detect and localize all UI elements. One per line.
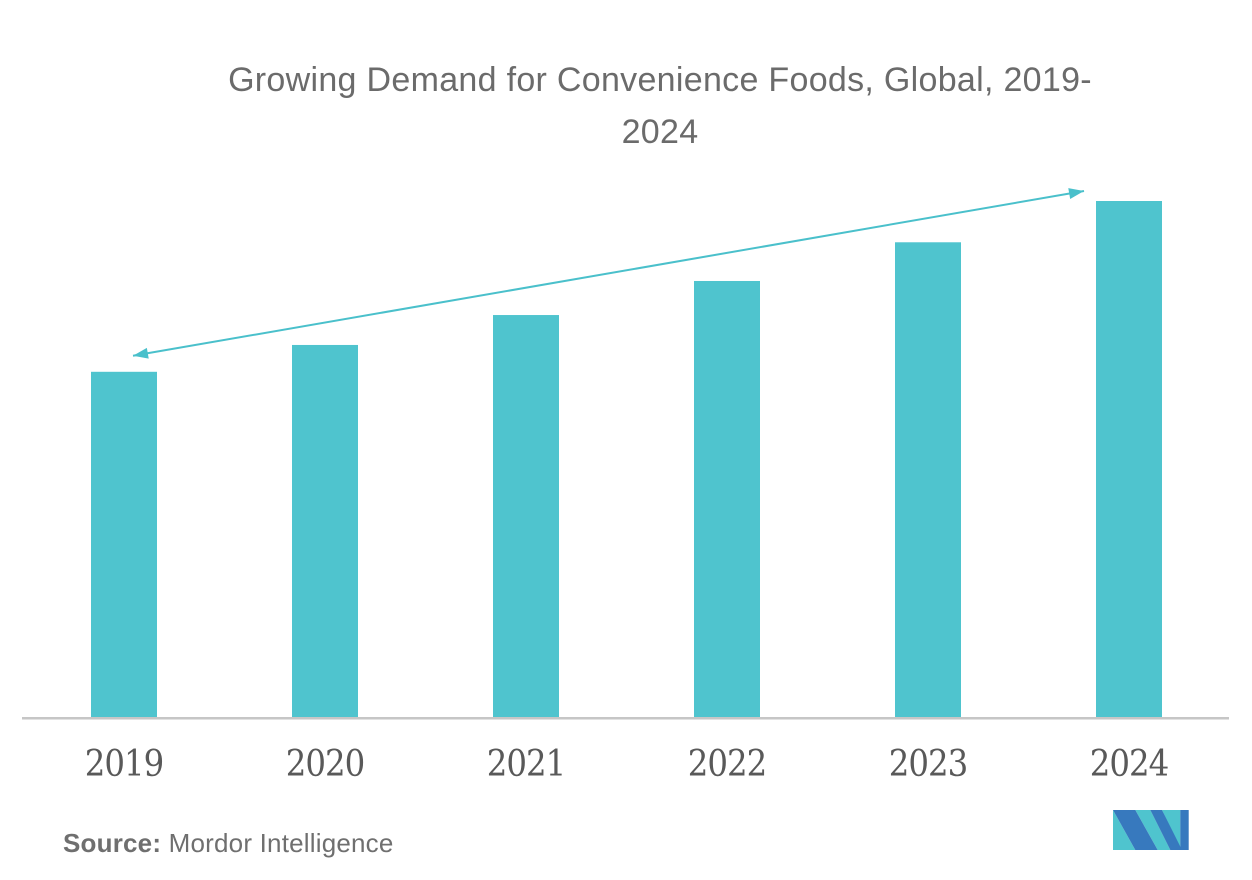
x-axis-label-2021: 2021 [486, 744, 566, 785]
logo-blue-i-bar [1180, 810, 1189, 850]
bar-2020 [292, 344, 358, 717]
x-axis-line [22, 717, 1229, 720]
x-axis-label-2022: 2022 [687, 744, 767, 785]
trend-arrow-line [132, 190, 1085, 357]
bar-2022 [694, 280, 760, 717]
source-line: Source: Mordor Intelligence [63, 828, 394, 859]
trend-arrow-head-right [1068, 188, 1084, 199]
chart-title: Growing Demand for Convenience Foods, Gl… [70, 54, 1250, 158]
source-text: Mordor Intelligence [161, 828, 394, 858]
logo-blue-diagonal-stroke [1150, 810, 1182, 850]
logo-teal-middle [1135, 810, 1171, 850]
x-axis-label-2024: 2024 [1089, 744, 1169, 785]
bar-2021 [493, 315, 559, 717]
chart-title-line-2: 2024 [621, 113, 699, 151]
bar-2019 [91, 371, 157, 717]
chart-title-line-1: Growing Demand for Convenience Foods, Gl… [228, 61, 1092, 99]
logo-blue-left-stroke [1113, 810, 1158, 850]
logo-teal-left-triangle [1113, 810, 1136, 850]
trend-arrow-head-left [133, 347, 149, 359]
source-label: Source: [63, 828, 162, 858]
mordor-intelligence-logo [1113, 810, 1189, 850]
bar-2024 [1096, 201, 1162, 717]
x-axis-label-2019: 2019 [84, 744, 164, 785]
x-axis-label-2020: 2020 [285, 744, 365, 785]
x-axis-label-2023: 2023 [888, 744, 968, 785]
bar-2023 [895, 242, 961, 717]
